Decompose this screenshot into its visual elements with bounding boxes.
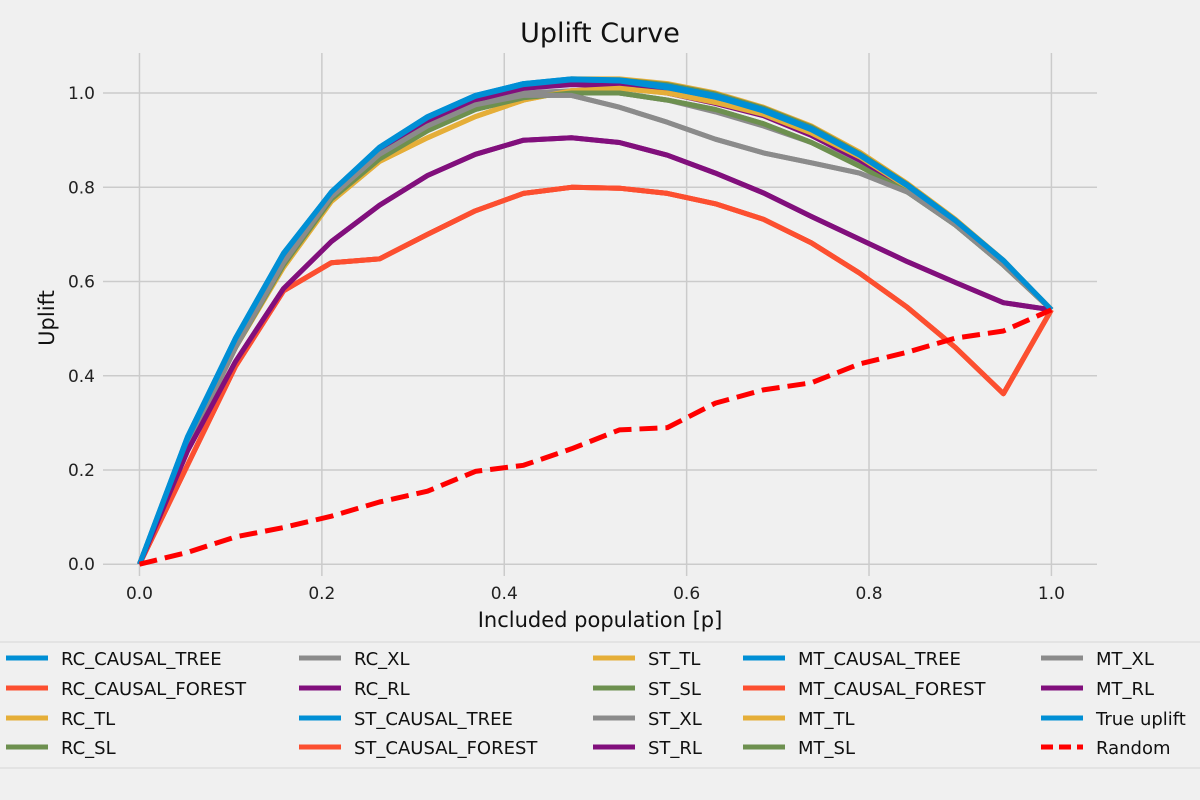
legend-label: RC_SL [61,738,116,759]
legend-label: RC_TL [61,709,115,730]
legend-label: ST_CAUSAL_FOREST [354,738,538,759]
series-line-true-uplift [137,77,1054,566]
legend-label: RC_RL [354,679,410,700]
legend-label: MT_SL [798,738,855,759]
tick-labels: 0.0 0.2 0.4 0.6 0.8 1.0 0.0 0.2 0.4 0.6 0.8 1.0 [68,84,1065,604]
series-line-random [138,307,1053,567]
y-tick-label: 0.4 [68,367,95,387]
x-tick-label: 0.0 [126,584,153,604]
legend-label: RC_CAUSAL_TREE [61,649,222,670]
legend-label: Random [1096,738,1171,759]
y-tick-label: 0.2 [68,461,95,481]
x-tick-label: 0.6 [673,584,700,604]
y-axis-label: Uplift [35,290,59,346]
legend-label: MT_CAUSAL_FOREST [798,679,987,700]
legend-label: ST_RL [648,738,702,759]
x-axis-label: Included population [p] [478,608,723,632]
chart-title: Uplift Curve [520,18,680,49]
legend-label: MT_CAUSAL_TREE [798,649,961,670]
legend-label: RC_XL [354,649,410,670]
series-line-rc-causal-forest [137,184,1054,566]
legend-label: ST_XL [648,709,702,730]
legend-label: True uplift [1095,709,1186,730]
y-tick-label: 1.0 [68,84,95,104]
legend-label: MT_TL [798,709,855,730]
legend-label: RC_CAUSAL_FOREST [61,679,247,700]
x-tick-label: 0.8 [855,584,882,604]
series-lines [137,76,1054,567]
legend-label: ST_SL [648,679,701,700]
y-tick-label: 0.0 [68,555,95,575]
legend-label: MT_XL [1096,649,1154,670]
legend-label: MT_RL [1096,679,1154,700]
series-line-rc-rl [137,135,1052,566]
legend-label: ST_TL [648,649,700,670]
x-tick-label: 1.0 [1038,584,1065,604]
y-tick-label: 0.6 [68,273,95,293]
x-tick-label: 0.4 [491,584,518,604]
series-line-rc-xl [137,92,1054,566]
legend-label: ST_CAUSAL_TREE [354,709,513,730]
legend: RC_CAUSAL_TREE RC_CAUSAL_FOREST RC_TL RC_SL… [0,641,1200,769]
x-tick-label: 0.2 [308,584,335,604]
y-tick-label: 0.8 [68,178,95,198]
